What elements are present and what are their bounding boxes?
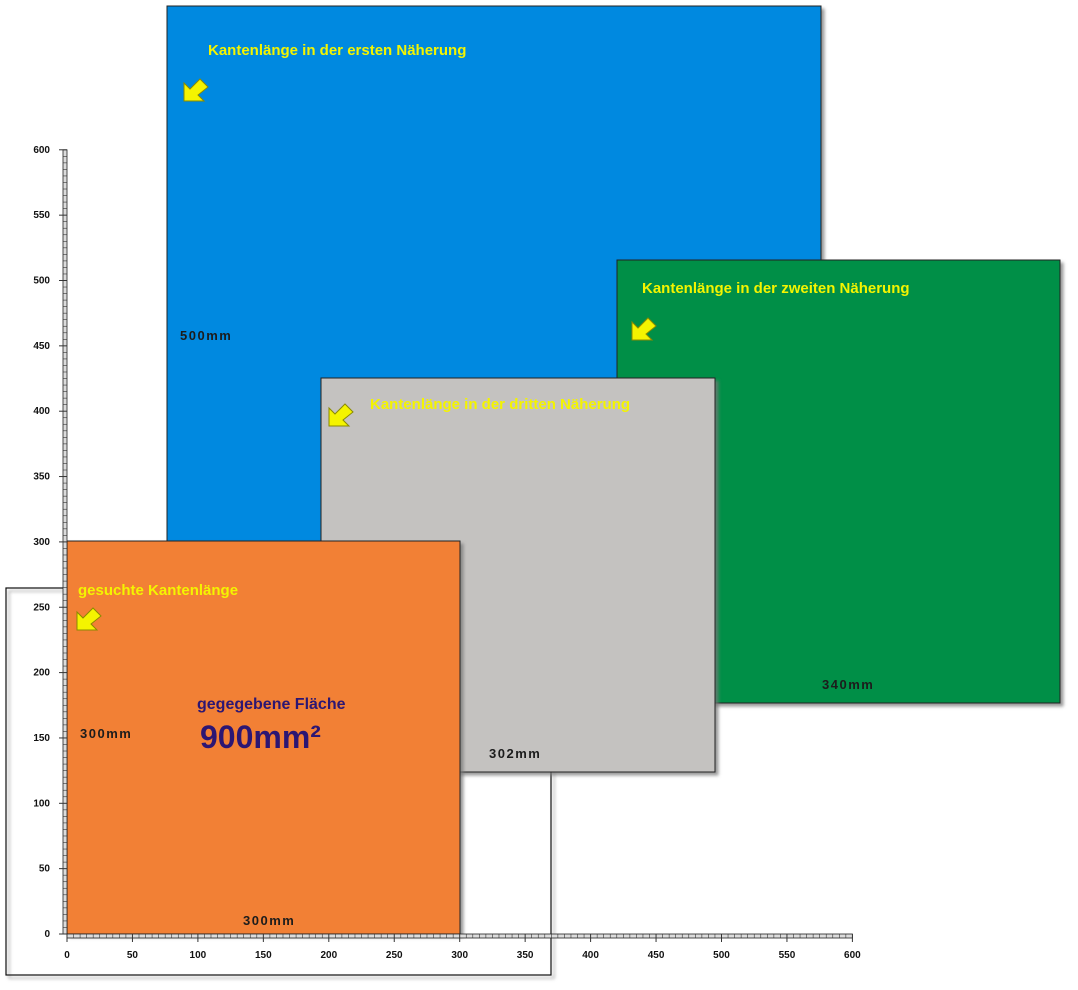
y-axis-tick-label: 250 <box>33 602 50 613</box>
x-axis-tick-label: 150 <box>255 950 272 961</box>
y-axis-tick-label: 500 <box>33 276 50 287</box>
x-axis-tick-label: 350 <box>517 950 534 961</box>
x-axis-tick-label: 500 <box>713 950 730 961</box>
square-third-title: Kantenlänge in der dritten Näherung <box>370 396 630 413</box>
square-target-side-dimension: 300mm <box>80 726 132 741</box>
x-axis-tick-label: 600 <box>844 950 861 961</box>
x-axis-tick-label: 200 <box>320 950 337 961</box>
y-axis-tick-label: 100 <box>33 798 50 809</box>
y-axis-tick-label: 600 <box>33 145 50 156</box>
square-third-dimension: 302mm <box>489 746 541 761</box>
square-first-dimension: 500mm <box>180 328 232 343</box>
y-axis-tick-label: 50 <box>39 864 51 875</box>
x-axis-tick-label: 300 <box>451 950 468 961</box>
square-target-title: gesuchte Kantenlänge <box>78 582 238 599</box>
x-axis-tick-label: 550 <box>779 950 796 961</box>
given-area-caption: gegegebene Fläche <box>197 696 346 713</box>
x-axis-tick-label: 100 <box>190 950 207 961</box>
y-axis-tick-label: 150 <box>33 733 50 744</box>
arrow-icon <box>631 317 657 341</box>
arrow-icon <box>183 78 209 102</box>
x-axis-tick-label: 0 <box>64 950 70 961</box>
square-second-dimension: 340mm <box>822 677 874 692</box>
x-axis: 0 50 100 150 200 250 300 350 400 450 500 550 600 <box>64 933 861 961</box>
y-axis-tick-label: 0 <box>44 929 50 940</box>
x-axis-tick-label: 50 <box>127 950 139 961</box>
square-first-title: Kantenlänge in der ersten Näherung <box>208 42 466 59</box>
y-axis-tick-label: 300 <box>33 537 50 548</box>
x-axis-tick-label: 250 <box>386 950 403 961</box>
arrow-icon <box>328 403 354 427</box>
square-target-rect <box>66 540 461 935</box>
y-axis: 0 50 100 150 200 250 300 350 400 450 500 550 600 <box>33 145 68 940</box>
y-axis-tick-label: 200 <box>33 668 50 679</box>
y-axis-tick-label: 350 <box>33 472 50 483</box>
arrow-icon <box>76 607 102 631</box>
y-axis-tick-label: 450 <box>33 341 50 352</box>
square-second-title: Kantenlänge in der zweiten Näherung <box>642 280 910 297</box>
square-target-bottom-dimension: 300mm <box>243 913 295 928</box>
square-target: gesuchte Kantenlänge 300mm 300mm gegegeb… <box>66 540 461 935</box>
y-axis-tick-label: 400 <box>33 406 50 417</box>
given-area-value: 900mm² <box>200 719 321 755</box>
x-axis-tick-label: 450 <box>648 950 665 961</box>
x-axis-tick-label: 400 <box>582 950 599 961</box>
y-axis-tick-label: 550 <box>33 210 50 221</box>
